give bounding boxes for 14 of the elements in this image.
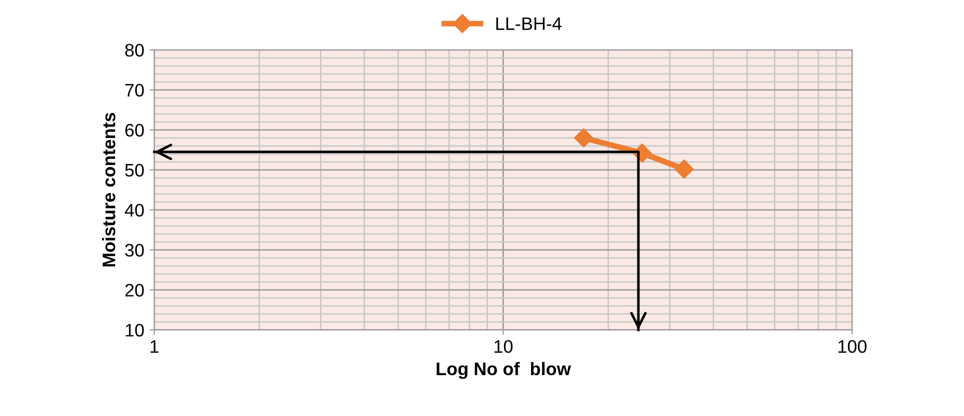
y-tick-label: 20: [125, 284, 144, 297]
y-tick-label: 70: [125, 84, 144, 97]
x-axis-title: Log No of blow: [436, 362, 571, 379]
y-tick-label: 30: [125, 244, 144, 257]
x-tick-label: 1: [150, 340, 158, 353]
y-tick-label: 10: [126, 324, 144, 337]
y-tick-label: 50: [125, 164, 144, 177]
x-tick-label: 10: [494, 340, 513, 353]
y-tick-label: 60: [125, 124, 144, 137]
legend-label: LL-BH-4: [496, 18, 562, 30]
y-tick-label: 40: [124, 204, 144, 217]
y-axis-title: Moisture contents: [102, 112, 116, 266]
x-tick-label: 100: [838, 340, 867, 353]
y-tick-label: 80: [125, 44, 144, 57]
